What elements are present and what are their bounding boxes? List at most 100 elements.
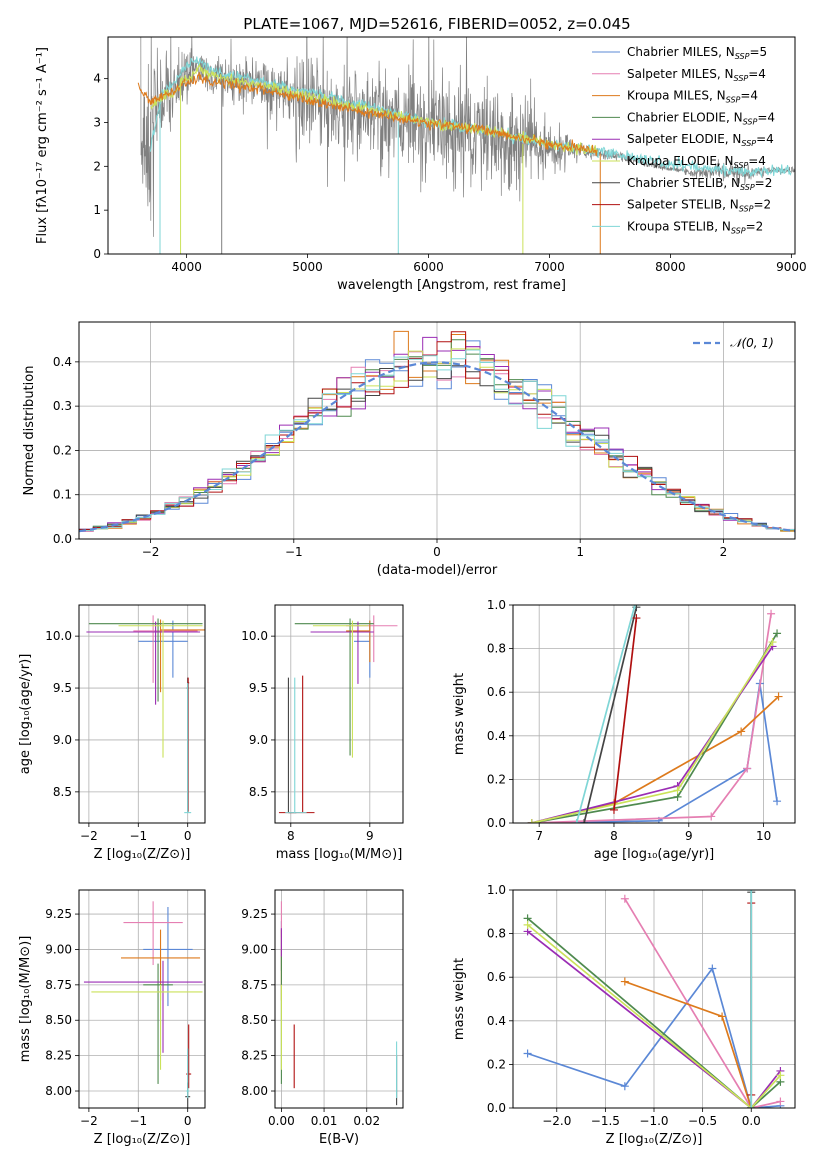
age-vs-Z-ytick-label-2: 9.5 [53,681,72,695]
weight-vs-age-xtick-label-0: 7 [535,829,543,843]
weight-vs-age-series-marker-6-0 [580,819,589,823]
weight-vs-Z-ytick-label-2: 0.4 [487,1014,506,1028]
age-vs-mass-plot-area [278,615,398,814]
weight-vs-Z-axes [513,889,795,1109]
weight-vs-age-series-marker-2-3 [774,692,783,701]
spectrum-ytick-label-4: 4 [93,72,101,86]
weight-vs-age-series-marker-8-0 [572,819,581,823]
spectrum-xtick-label-1: 5000 [292,260,323,274]
spectrum-xlabel: wavelength [Angstrom, rest frame] [337,278,566,293]
age-vs-Z-xtick-label-1: −1 [129,829,147,843]
weight-vs-Z-ylabel: mass weight [452,958,467,1040]
weight-vs-Z-series-line-5 [527,924,782,1108]
weight-vs-age-xlabel: age [log₁₀(age/yr)] [594,847,715,862]
residuals-xtick-label-3: 1 [576,545,584,559]
mass-vs-Z-xlabel: Z [log₁₀(Z/Z⊙)] [94,1132,191,1147]
weight-vs-age-series-marker-1-2 [743,764,752,773]
mass-vs-ebv-ytick-label-3: 8.75 [241,978,268,992]
spectrum-legend-label-8: Kroupa STELIB, NSSP=2 [627,219,763,235]
weight-vs-Z-ytick-label-1: 0.2 [487,1057,506,1071]
weight-vs-Z-series-marker-0-0 [523,1049,532,1058]
spectrum-frame [107,36,796,255]
weight-vs-age-series-marker-2-2 [737,727,746,736]
mass-vs-Z-axes [79,890,205,1108]
age-vs-mass-ytick-label-0: 8.5 [249,785,268,799]
age-vs-mass-xlabel: mass [log₁₀(M/M⊙)] [276,847,403,862]
weight-vs-age-xtick-label-2: 9 [685,829,693,843]
weight-vs-Z-decor: −2.0 −1.5 −1.0 −0.5 0.0 0.0 0.2 0.4 0.6 0.8 1.0 Z [… [452,883,796,1147]
mass-vs-ebv-xtick-label-2: 0.02 [353,1114,380,1128]
weight-vs-age-series-marker-7-1 [632,614,641,623]
weight-vs-age-ytick-label-3: 0.6 [487,685,506,699]
weight-vs-Z-series-marker-0-2 [708,964,717,973]
mass-vs-Z-ytick-label-5: 9.25 [45,907,72,921]
spectrum-model-line-2 [137,72,598,157]
residuals-plot-area [79,330,795,539]
weight-vs-Z-xtick-label-3: −0.5 [688,1114,717,1128]
mass-vs-Z-ytick-label-1: 8.25 [45,1049,72,1063]
mass-vs-Z-xtick-label-1: −1 [129,1114,147,1128]
mass-vs-ebv-ytick-label-2: 8.50 [241,1013,268,1027]
weight-vs-age-series-line-1 [531,613,772,823]
age-vs-mass-xtick-label-0: 8 [287,829,295,843]
age-vs-Z-xlabel: Z [log₁₀(Z/Z⊙)] [94,847,191,862]
spectrum-legend-label-1: Salpeter MILES, NSSP=4 [627,67,766,83]
age-vs-Z-axes [79,605,205,823]
residuals-xtick-label-1: −1 [285,545,303,559]
weight-vs-age-ytick-label-1: 0.2 [487,772,506,786]
mass-vs-Z-ytick-label-0: 8.00 [45,1084,72,1098]
weight-vs-age-plot-area [527,605,783,823]
weight-vs-age-series-marker-0-4 [773,797,782,806]
spectrum-legend-label-6: Chabrier STELIB, NSSP=2 [627,176,772,192]
weight-vs-age-series-marker-3-2 [773,629,782,638]
weight-vs-Z-series-marker-5-0 [523,920,532,929]
figure-title: PLATE=1067, MJD=52616, FIBERID=0052, z=0… [243,15,630,33]
mass-vs-ebv-ytick-label-0: 8.00 [241,1084,268,1098]
spectrum-xtick-label-5: 9000 [776,260,807,274]
mass-vs-ebv-frame [274,889,404,1109]
weight-vs-Z-series-marker-2-0 [620,977,629,986]
spectrum-legend-label-2: Kroupa MILES, NSSP=4 [627,89,758,105]
weight-vs-age-xtick-label-1: 8 [610,829,618,843]
age-vs-mass-frame [274,604,404,824]
residuals-xtick-label-2: 0 [433,545,441,559]
spectrum-model-line-1 [150,62,598,156]
weight-vs-age-ytick-label-0: 0.0 [487,816,506,830]
spectrum-ylabel: Flux [fλ10⁻¹⁷ erg cm⁻² s⁻¹ A⁻¹] [35,47,50,244]
weight-vs-Z-xlabel: Z [log₁₀(Z/Z⊙)] [606,1132,703,1147]
weight-vs-age-ytick-label-4: 0.8 [487,642,506,656]
spectrum-legend: Chabrier MILES, NSSP=5 Salpeter MILES, NS… [592,45,775,235]
weight-vs-Z-xtick-label-1: −1.5 [591,1114,620,1128]
weight-vs-Z-ytick-label-0: 0.0 [487,1101,506,1115]
residuals-ytick-label-4: 0.4 [53,355,72,369]
weight-vs-age-series-marker-8-1 [630,605,639,609]
spectrum-legend-label-3: Chabrier ELODIE, NSSP=4 [627,110,775,126]
age-vs-Z-frame [78,604,206,824]
weight-vs-Z-ytick-label-4: 0.8 [487,927,506,941]
age-vs-mass-xtick-label-1: 9 [366,829,374,843]
weight-vs-age-series-line-2 [531,695,780,823]
weight-vs-Z-series-line-1 [624,898,781,1108]
age-vs-Z-ytick-label-3: 10.0 [45,629,72,643]
residuals-ylabel: Normed distribution [22,366,37,496]
weight-vs-age-series-marker-5-0 [527,819,536,823]
mass-vs-Z-decor: −2 −1 0 8.00 8.25 8.50 8.75 9.00 9.25 Z [log₁₀(Z/… [18,889,206,1147]
residual-legend: 𝒩(0, 1) [693,336,774,350]
mass-vs-ebv-decor: 0.00 0.01 0.02 8.00 8.25 8.50 8.75 9.00 9.25 E(B-… [241,889,404,1147]
spectrum-data-line [140,37,795,237]
spectrum-legend-label-0: Chabrier MILES, NSSP=5 [627,45,767,61]
weight-vs-age-axes [513,604,795,824]
weight-vs-Z-series-line-3 [527,917,781,1108]
mass-vs-Z-ytick-label-3: 8.75 [45,978,72,992]
age-vs-Z-xtick-label-2: 0 [184,829,192,843]
age-vs-Z-ytick-label-1: 9.0 [53,733,72,747]
spectrum-decor: 4000 5000 6000 7000 8000 9000 0 1 2 3 4 wavelength … [35,36,807,293]
age-vs-Z-plot-area [86,615,205,814]
spectrum-xtick-label-4: 8000 [655,260,686,274]
weight-vs-age-series-marker-1-1 [707,812,716,821]
mass-vs-Z-ytick-label-4: 9.00 [45,942,72,956]
weight-vs-Z-xtick-label-2: −1.0 [639,1114,668,1128]
mass-vs-ebv-plot-area [280,901,398,1106]
residuals-ytick-label-2: 0.2 [53,443,72,457]
